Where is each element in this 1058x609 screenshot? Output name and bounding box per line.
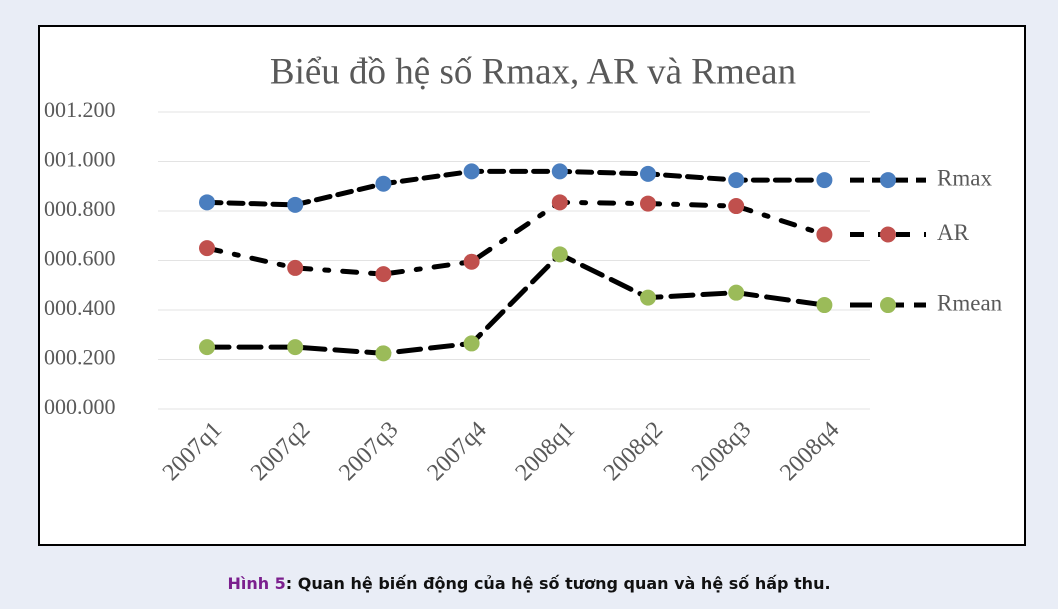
data-point (375, 175, 392, 192)
legend-marker (880, 172, 896, 189)
data-point (375, 266, 392, 283)
data-point (463, 163, 480, 180)
data-point (287, 259, 304, 276)
y-tick-label: 001.000 (44, 147, 116, 172)
legend-label: Rmean (937, 290, 1003, 315)
data-point (640, 195, 656, 212)
data-point (551, 163, 568, 180)
legend-marker (880, 297, 896, 314)
caption-label: Hình 5 (227, 574, 286, 593)
data-point (551, 194, 568, 211)
data-point (199, 240, 215, 257)
data-point (640, 165, 656, 182)
data-point (728, 172, 745, 189)
series-line (204, 199, 827, 277)
data-point (375, 345, 392, 362)
chart-title: Biểu đồ hệ số Rmax, AR và Rmean (270, 51, 796, 92)
series-line (204, 168, 827, 208)
data-point (551, 246, 568, 263)
chart: Biểu đồ hệ số Rmax, AR và Rmean 000.000 0… (38, 25, 1026, 546)
data-point (728, 198, 745, 215)
series-line (204, 251, 827, 356)
y-tick-label: 000.000 (44, 394, 116, 419)
data-point (287, 196, 304, 213)
data-point (816, 172, 833, 189)
data-point (199, 194, 215, 211)
legend-label: Rmax (937, 165, 992, 190)
caption-text: : Quan hệ biến động của hệ số tương quan… (285, 574, 831, 593)
data-point (816, 297, 833, 314)
y-tick-label: 000.400 (44, 295, 116, 320)
legend-marker (880, 226, 896, 243)
data-point (463, 253, 480, 270)
data-point (640, 289, 656, 306)
data-point (728, 284, 745, 301)
data-point (463, 335, 480, 352)
data-point (199, 339, 215, 356)
y-tick-label: 000.800 (44, 196, 116, 221)
y-tick-label: 001.200 (44, 97, 116, 122)
y-tick-label: 000.200 (44, 345, 116, 370)
legend-label: AR (937, 220, 970, 245)
y-tick-label: 000.600 (44, 246, 116, 271)
data-point (816, 226, 833, 243)
data-point (287, 339, 304, 356)
caption: Hình 5: Quan hệ biến động của hệ số tươn… (0, 574, 1058, 593)
